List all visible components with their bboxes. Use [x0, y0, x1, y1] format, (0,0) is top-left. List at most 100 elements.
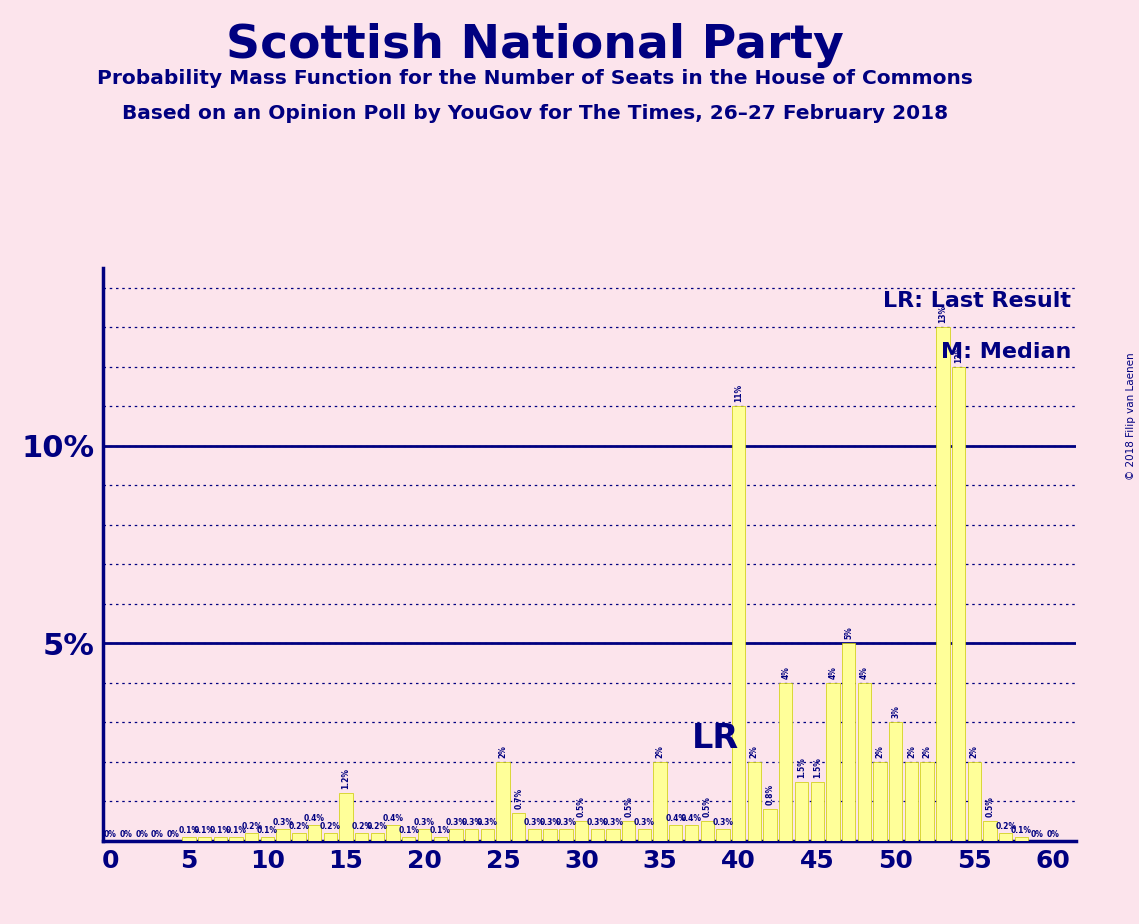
Bar	[669, 825, 682, 841]
Bar	[983, 821, 997, 841]
Bar	[245, 833, 259, 841]
Bar	[654, 761, 666, 841]
Text: 0.2%: 0.2%	[320, 822, 341, 831]
Text: 0.8%: 0.8%	[765, 784, 775, 806]
Bar	[198, 837, 211, 841]
Text: 0.1%: 0.1%	[210, 826, 231, 835]
Text: 0.2%: 0.2%	[288, 822, 310, 831]
Bar	[999, 833, 1013, 841]
Text: 0.1%: 0.1%	[1011, 826, 1032, 835]
Text: 0%: 0%	[1031, 830, 1043, 839]
Text: 0.5%: 0.5%	[577, 796, 587, 817]
Bar	[826, 683, 839, 841]
Text: 0.3%: 0.3%	[540, 818, 560, 827]
Bar	[386, 825, 400, 841]
Text: 0.2%: 0.2%	[995, 822, 1016, 831]
Text: 2%: 2%	[907, 745, 916, 758]
Text: 2%: 2%	[876, 745, 885, 758]
Text: 0.1%: 0.1%	[257, 826, 278, 835]
Bar	[622, 821, 636, 841]
Text: 0.2%: 0.2%	[367, 822, 388, 831]
Bar	[323, 833, 337, 841]
Bar	[700, 821, 714, 841]
Bar	[936, 327, 950, 841]
Text: 0.2%: 0.2%	[351, 822, 372, 831]
Text: 0.1%: 0.1%	[226, 826, 246, 835]
Text: 12%: 12%	[954, 345, 964, 363]
Text: 2%: 2%	[656, 745, 665, 758]
Text: Probability Mass Function for the Number of Seats in the House of Commons: Probability Mass Function for the Number…	[98, 69, 973, 89]
Text: 0.5%: 0.5%	[624, 796, 633, 817]
Bar	[685, 825, 698, 841]
Text: © 2018 Filip van Laenen: © 2018 Filip van Laenen	[1126, 352, 1136, 480]
Text: 0%: 0%	[1047, 830, 1059, 839]
Text: 0.3%: 0.3%	[524, 818, 544, 827]
Bar	[575, 821, 588, 841]
Bar	[261, 837, 274, 841]
Text: 4%: 4%	[860, 666, 869, 679]
Bar	[465, 829, 478, 841]
Text: 0.3%: 0.3%	[556, 818, 576, 827]
Bar	[355, 833, 368, 841]
Text: 13%: 13%	[939, 305, 948, 323]
Text: 0.5%: 0.5%	[985, 796, 994, 817]
Bar	[481, 829, 494, 841]
Text: 0.3%: 0.3%	[712, 818, 734, 827]
Bar	[920, 761, 934, 841]
Bar	[842, 643, 855, 841]
Bar	[732, 407, 745, 841]
Bar	[513, 813, 525, 841]
Bar	[402, 837, 416, 841]
Bar	[858, 683, 871, 841]
Bar	[1015, 837, 1029, 841]
Bar	[527, 829, 541, 841]
Text: LR: LR	[691, 722, 739, 755]
Text: 2%: 2%	[969, 745, 978, 758]
Text: 0.4%: 0.4%	[304, 814, 325, 823]
Text: 1.2%: 1.2%	[342, 769, 351, 789]
Text: 0.3%: 0.3%	[603, 818, 623, 827]
Bar	[904, 761, 918, 841]
Text: 0%: 0%	[151, 830, 164, 839]
Bar	[811, 782, 823, 841]
Bar	[890, 723, 902, 841]
Bar	[434, 837, 446, 841]
Text: Scottish National Party: Scottish National Party	[227, 23, 844, 68]
Text: 0.1%: 0.1%	[179, 826, 199, 835]
Text: 0.3%: 0.3%	[587, 818, 608, 827]
Text: 0.3%: 0.3%	[445, 818, 467, 827]
Text: 0.1%: 0.1%	[194, 826, 215, 835]
Text: M: Median: M: Median	[941, 343, 1072, 362]
Text: 2%: 2%	[923, 745, 932, 758]
Bar	[559, 829, 573, 841]
Text: 1.5%: 1.5%	[797, 757, 806, 778]
Text: 0.3%: 0.3%	[634, 818, 655, 827]
Text: 0%: 0%	[104, 830, 117, 839]
Bar	[229, 837, 243, 841]
Text: 0%: 0%	[166, 830, 180, 839]
Text: 0%: 0%	[136, 830, 148, 839]
Text: 0.3%: 0.3%	[413, 818, 435, 827]
Bar	[638, 829, 652, 841]
Bar	[418, 829, 432, 841]
Text: 0.4%: 0.4%	[681, 814, 702, 823]
Bar	[795, 782, 809, 841]
Bar	[293, 833, 305, 841]
Text: LR: Last Result: LR: Last Result	[884, 291, 1072, 310]
Bar	[497, 761, 510, 841]
Text: 0.3%: 0.3%	[272, 818, 294, 827]
Text: 2%: 2%	[499, 745, 508, 758]
Bar	[339, 794, 353, 841]
Text: 0.2%: 0.2%	[241, 822, 262, 831]
Text: 4%: 4%	[828, 666, 837, 679]
Text: 0.4%: 0.4%	[383, 814, 403, 823]
Text: 0.4%: 0.4%	[665, 814, 687, 823]
Text: 4%: 4%	[781, 666, 790, 679]
Text: Based on an Opinion Poll by YouGov for The Times, 26–27 February 2018: Based on an Opinion Poll by YouGov for T…	[122, 104, 949, 124]
Text: 5%: 5%	[844, 626, 853, 639]
Bar	[449, 829, 462, 841]
Text: 0.7%: 0.7%	[514, 788, 523, 809]
Bar	[968, 761, 981, 841]
Text: 1.5%: 1.5%	[813, 757, 821, 778]
Bar	[763, 809, 777, 841]
